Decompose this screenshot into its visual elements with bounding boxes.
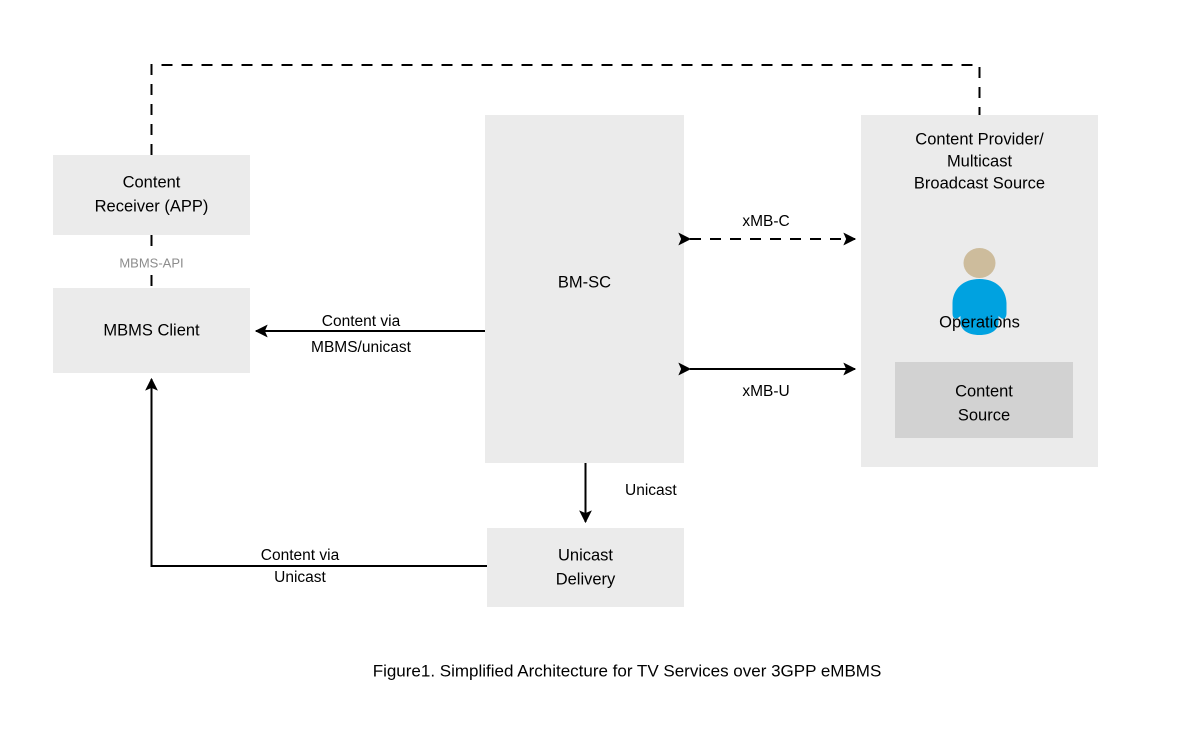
content-source-label-line1: Content xyxy=(955,382,1013,400)
node-unicast-delivery[interactable]: Unicast Delivery xyxy=(487,528,684,607)
content-source-box xyxy=(895,362,1073,438)
unicast-delivery-label-line2: Delivery xyxy=(556,570,616,588)
node-content-receiver[interactable]: Content Receiver (APP) xyxy=(53,155,250,235)
figure-caption: Figure1. Simplified Architecture for TV … xyxy=(373,661,882,680)
edge-xmb-u-label: xMB-U xyxy=(742,383,789,400)
content-receiver-label-line2: Receiver (APP) xyxy=(95,197,209,215)
node-content-source[interactable]: Content Source xyxy=(895,362,1073,438)
edge-content-via-unicast-label-line1: Content via xyxy=(261,547,340,564)
edge-mbms-api-label: MBMS-API xyxy=(119,255,183,270)
unicast-delivery-label-line1: Unicast xyxy=(558,546,613,564)
edge-content-via-mbms-unicast-label-line2: MBMS/unicast xyxy=(311,339,412,356)
content-provider-label-line2: Multicast xyxy=(947,152,1013,170)
bm-sc-box xyxy=(485,115,684,463)
edge-content-via-mbms-unicast-label-line1: Content via xyxy=(322,313,401,330)
content-via-mbms-label-backdrop xyxy=(303,314,419,330)
node-bm-sc[interactable]: BM-SC xyxy=(485,115,684,463)
edge-xmb-c-label: xMB-C xyxy=(742,213,789,230)
content-via-unicast-label-backdrop xyxy=(250,546,360,563)
bm-sc-label: BM-SC xyxy=(558,273,611,291)
content-receiver-label-line1: Content xyxy=(123,173,181,191)
edge-unicast-label: Unicast xyxy=(625,482,677,499)
mbms-api-label-backdrop xyxy=(104,254,199,272)
node-mbms-client[interactable]: MBMS Client xyxy=(53,288,250,373)
edge-content-via-unicast-label-line2: Unicast xyxy=(274,569,326,586)
content-receiver-box xyxy=(53,155,250,235)
content-provider-label-line1: Content Provider/ xyxy=(915,130,1044,148)
content-source-label-line2: Source xyxy=(958,406,1010,424)
mbms-client-label: MBMS Client xyxy=(103,321,200,339)
operations-label: Operations xyxy=(939,313,1020,331)
node-content-provider[interactable]: Content Provider/ Multicast Broadcast So… xyxy=(861,115,1098,467)
edge-app-to-provider[interactable] xyxy=(150,64,981,155)
content-provider-label-line3: Broadcast Source xyxy=(914,174,1045,192)
person-icon xyxy=(952,248,1007,335)
edge-content-via-unicast[interactable] xyxy=(145,377,488,567)
unicast-delivery-box xyxy=(487,528,684,607)
mbms-client-box xyxy=(53,288,250,373)
